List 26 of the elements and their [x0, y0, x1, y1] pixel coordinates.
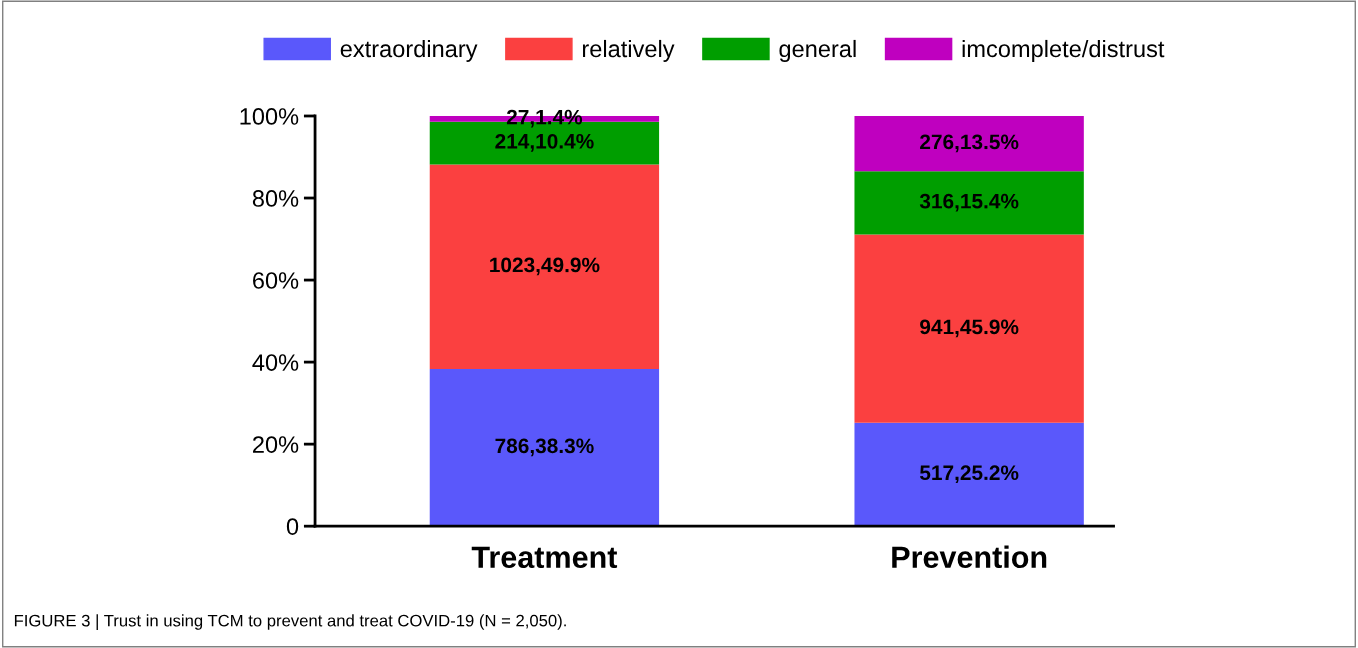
data-label: 517,25.2% — [919, 465, 1019, 484]
bar — [854, 422, 1084, 527]
data-label: 276,13.5% — [920, 134, 1019, 153]
y-tick-label: 0 — [286, 518, 299, 535]
y-tick-label: 20% — [253, 436, 299, 453]
data-label: 214,10.4% — [495, 133, 594, 152]
legend-label: general — [779, 39, 856, 62]
bar — [854, 115, 1084, 172]
legend-label: extraordinary — [340, 39, 478, 62]
x-tick-label: Treatment — [471, 546, 618, 569]
bar — [429, 164, 660, 370]
caption: FIGURE 3 | Trust in using TCM to prevent and treat COVID-19 (N = 2,050). — [14, 614, 566, 630]
data-label: 1023,49.9% — [490, 257, 600, 276]
data-label: 941,45.9% — [920, 319, 1019, 338]
bar — [854, 171, 1084, 235]
y-tick-label: 40% — [252, 354, 299, 371]
legend-label: imcomplete/distrust — [962, 39, 1165, 62]
y-tick-label: 100% — [240, 108, 299, 125]
legend-label: relatively — [582, 39, 675, 62]
bar — [429, 369, 660, 527]
y-tick-label: 60% — [253, 272, 299, 289]
data-label: 316,15.4% — [919, 193, 1019, 212]
y-tick-label: 80% — [252, 190, 299, 207]
x-tick-label: Prevention — [892, 545, 1047, 569]
bar — [854, 234, 1084, 423]
data-label: 786,38.3% — [495, 438, 594, 457]
